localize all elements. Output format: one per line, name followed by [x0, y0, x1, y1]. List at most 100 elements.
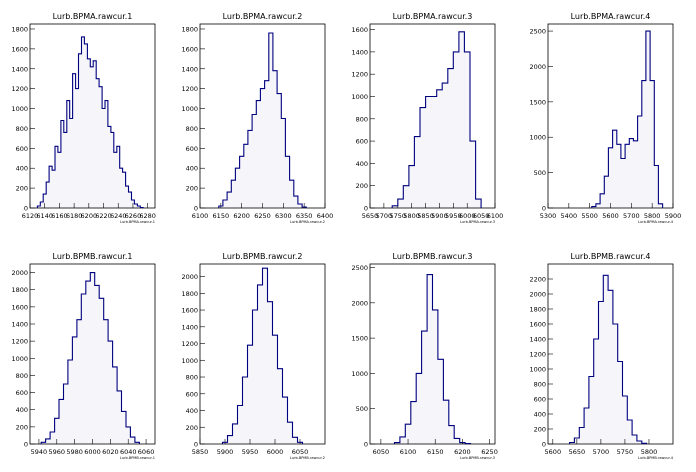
histogram-bin [131, 200, 135, 208]
histogram-bin [598, 301, 604, 444]
x-tick-label: 6050 [373, 448, 390, 456]
histogram-bin [93, 60, 97, 208]
histogram-bin [87, 58, 91, 208]
y-tick-label: 2500 [351, 264, 368, 272]
histogram-bin [281, 118, 286, 208]
histogram-bin [45, 438, 51, 444]
x-tick-label: 6000 [267, 448, 284, 456]
histogram-bin [277, 93, 282, 208]
y-tick-label: 2200 [529, 276, 546, 284]
histogram-bin [633, 140, 638, 208]
x-tick-label: 5700 [593, 448, 610, 456]
x-tick-label: 6120 [22, 212, 39, 220]
histogram-bin [632, 435, 637, 444]
x-tick-label: 6150 [427, 448, 444, 456]
histogram-bin [617, 361, 623, 444]
x-tick-label: 5900 [431, 212, 448, 220]
histogram-panel-6: Lurb.BPMB.rawcur.2 0 200 400 600 800 1000 1200 1… [181, 248, 326, 460]
y-tick-label: 1800 [181, 25, 198, 33]
histogram-bin [116, 146, 120, 208]
histogram-bin [103, 319, 109, 444]
y-tick-label: 1600 [11, 45, 28, 53]
histogram-bin [420, 107, 426, 208]
histogram-bin [72, 336, 77, 444]
y-tick-label: 800 [186, 374, 198, 382]
histogram-bin [125, 186, 129, 208]
y-tick-label: 1400 [11, 321, 28, 329]
y-tick-label: 0 [24, 205, 28, 213]
histogram-bin [569, 442, 575, 444]
histogram-bin [137, 206, 141, 208]
histogram-bin [140, 207, 144, 208]
histogram-bin [427, 274, 433, 444]
y-tick-label: 400 [534, 411, 546, 419]
x-tick-label: 6000 [459, 212, 476, 220]
histogram-bin [247, 130, 253, 208]
y-tick-label: 1000 [11, 105, 28, 113]
y-tick-label: 0 [24, 441, 28, 449]
y-tick-label: 1000 [529, 366, 546, 374]
y-tick-label: 1200 [11, 85, 28, 93]
histogram-bin [397, 199, 404, 208]
y-tick-label: 600 [186, 145, 198, 153]
x-tick-label: 6150 [213, 212, 230, 220]
histogram-bin [85, 281, 91, 444]
histogram-bin [272, 70, 278, 208]
x-tick-label: 5960 [49, 448, 66, 456]
y-tick-label: 1800 [529, 306, 546, 314]
histogram-bin [654, 165, 659, 208]
y-tick-label: 2000 [11, 269, 28, 277]
histogram-series [40, 272, 140, 444]
histogram-bin [237, 405, 243, 444]
x-tick-label: 5750 [617, 448, 634, 456]
y-tick-label: 1600 [11, 303, 28, 311]
x-tick-label: 5900 [665, 212, 682, 220]
y-tick-label: 500 [534, 169, 546, 177]
histogram-bin [247, 345, 253, 444]
x-tick-label: 6180 [66, 212, 83, 220]
histogram-bin [297, 442, 303, 444]
y-tick-label: 1200 [181, 340, 198, 348]
y-tick-label: 1500 [351, 335, 368, 343]
histogram-bin [227, 192, 232, 208]
histogram-bin [574, 438, 580, 444]
histogram-bin [293, 196, 298, 208]
histogram-bin [425, 96, 432, 208]
histogram-bin [436, 89, 443, 208]
histogram-bin [470, 141, 476, 208]
histogram-bin [122, 172, 126, 208]
histogram-bin [63, 132, 67, 208]
panel-title: Lurb.BPMB.rawcur.2 [223, 252, 303, 261]
histogram-series [218, 32, 307, 208]
histogram-bin [645, 31, 651, 208]
histogram-bin [227, 435, 233, 444]
histogram-bin [432, 309, 438, 444]
y-tick-label: 400 [186, 165, 198, 173]
histogram-bin [67, 360, 73, 444]
histogram-bin [579, 427, 585, 444]
histogram-bin [112, 366, 118, 444]
histogram-bin [60, 120, 64, 208]
x-axis-note: Lurb.BPMB.rawcur.4 [638, 456, 674, 460]
y-tick-label: 1200 [529, 351, 546, 359]
histogram-bin [414, 136, 420, 208]
histogram-bin [625, 144, 630, 208]
y-tick-label: 1000 [181, 357, 198, 365]
y-tick-label: 2500 [529, 28, 546, 36]
panel-title: Lurb.BPMA.rawcur.4 [571, 12, 651, 21]
x-tick-label: 5850 [192, 448, 209, 456]
histogram-bin [126, 426, 131, 444]
histogram-bin [392, 205, 398, 208]
histogram-bin [72, 73, 76, 208]
x-tick-label: 5700 [376, 212, 393, 220]
x-tick-label: 5980 [66, 448, 83, 456]
y-tick-label: 2000 [529, 291, 546, 299]
histogram-bin [282, 397, 288, 444]
y-tick-label: 1400 [11, 65, 28, 73]
y-tick-label: 200 [186, 424, 198, 432]
y-tick-label: 800 [356, 115, 368, 123]
x-tick-label: 5600 [545, 448, 562, 456]
x-axis-note: Lurb.BPMB.rawcur.1 [120, 456, 155, 460]
histogram-bin [588, 376, 594, 444]
histogram-bin [612, 324, 618, 444]
